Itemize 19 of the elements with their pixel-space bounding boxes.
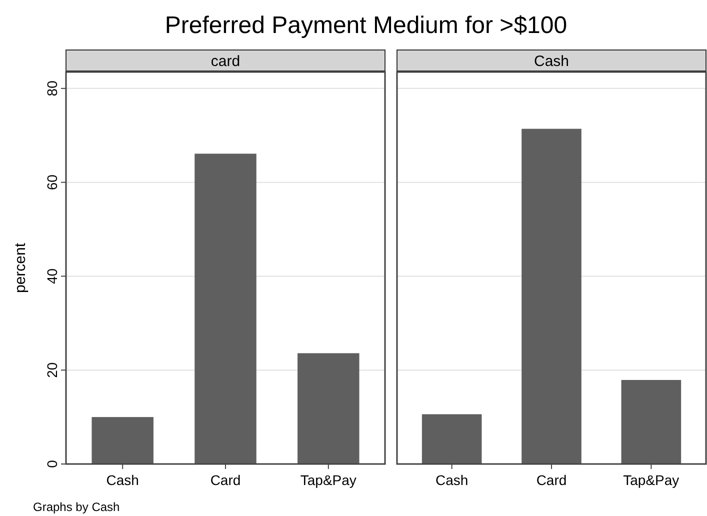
y-tick-label: 60: [44, 174, 60, 190]
y-tick-label: 80: [44, 80, 60, 96]
text: Graphs by Cash: [33, 500, 120, 514]
x-tick-label: Cash: [106, 472, 139, 488]
x-tick-label: Tap&Pay: [623, 472, 680, 488]
y-axis-title: percent: [12, 242, 29, 294]
y-tick-label: 40: [44, 268, 60, 284]
y-tick-label: 0: [44, 460, 60, 468]
bar: [298, 353, 360, 464]
y-tick-label: 20: [44, 362, 60, 378]
bar: [194, 154, 256, 464]
x-tick-label: Card: [536, 472, 567, 488]
chart-subtitle: Cash: [534, 53, 570, 70]
bar: [92, 417, 154, 464]
x-tick-label: Cash: [435, 472, 468, 488]
chart-subtitle: card: [210, 53, 240, 70]
chart-title: Preferred Payment Medium for >$100: [164, 12, 568, 39]
x-tick-label: Tap&Pay: [300, 472, 356, 488]
x-tick-label: Card: [210, 472, 241, 488]
